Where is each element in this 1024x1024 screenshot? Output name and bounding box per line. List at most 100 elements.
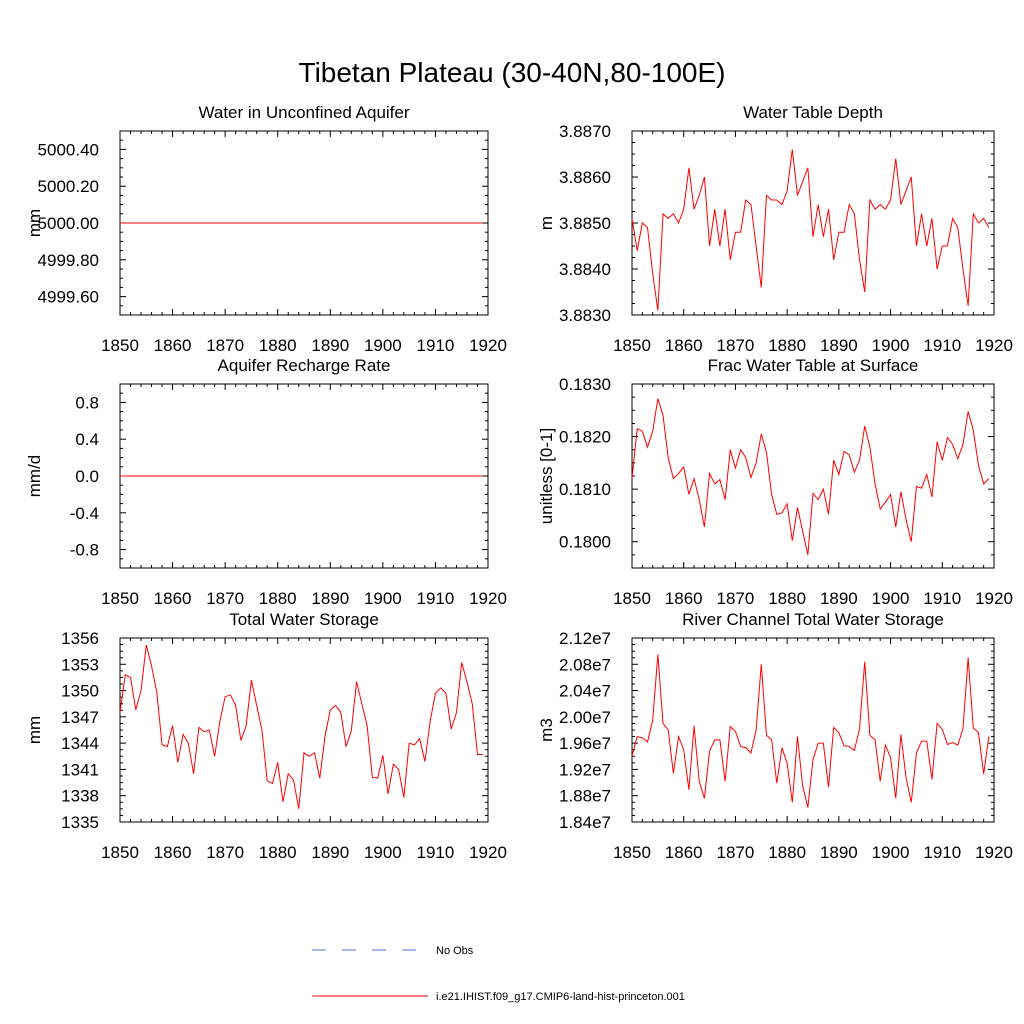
- x-tick-label-river-channel-storage: 1880: [768, 843, 806, 862]
- x-tick-label-aquifer-water: 1880: [259, 336, 297, 355]
- x-tick-label-river-channel-storage: 1900: [872, 843, 910, 862]
- series-line-total-water-storage: [119, 644, 483, 809]
- plot-frame-frac-water-table: [631, 383, 995, 569]
- y-tick-label-frac-water-table: 0.1800: [559, 533, 611, 552]
- y-tick-label-river-channel-storage: 2.12e7: [559, 629, 611, 648]
- panel-title-aquifer-water: Water in Unconfined Aquifer: [198, 103, 409, 122]
- y-axis-label-river-channel-storage: m3: [537, 718, 556, 742]
- y-axis-label-recharge-rate: mm/d: [25, 455, 44, 498]
- y-tick-label-recharge-rate: 0.4: [75, 430, 99, 449]
- x-tick-label-river-channel-storage: 1850: [613, 843, 651, 862]
- y-tick-label-frac-water-table: 0.1820: [559, 428, 611, 447]
- series-line-frac-water-table: [631, 398, 990, 555]
- y-tick-label-river-channel-storage: 2.00e7: [559, 708, 611, 727]
- legend: No Obs i.e21.IHIST.f09_g17.CMIP6-land-hi…: [312, 945, 685, 1003]
- panel-title-recharge-rate: Aquifer Recharge Rate: [218, 356, 391, 375]
- x-tick-label-recharge-rate: 1880: [259, 589, 297, 608]
- x-tick-label-water-table-depth: 1900: [872, 336, 910, 355]
- x-tick-label-water-table-depth: 1920: [975, 336, 1013, 355]
- x-tick-label-frac-water-table: 1880: [768, 589, 806, 608]
- x-tick-label-aquifer-water: 1900: [364, 336, 402, 355]
- y-tick-label-water-table-depth: 3.8870: [559, 122, 611, 141]
- x-tick-label-aquifer-water: 1850: [101, 336, 139, 355]
- x-tick-label-recharge-rate: 1890: [311, 589, 349, 608]
- x-tick-label-water-table-depth: 1880: [768, 336, 806, 355]
- x-tick-label-aquifer-water: 1890: [311, 336, 349, 355]
- panel-frac-water-table: Frac Water Table at Surface unitless [0-1…: [537, 356, 1013, 608]
- y-axis-label-frac-water-table: unitless [0-1]: [537, 428, 556, 524]
- x-tick-label-frac-water-table: 1870: [717, 589, 755, 608]
- y-tick-label-total-water-storage: 1350: [61, 682, 99, 701]
- series-line-water-table-depth: [631, 149, 990, 311]
- x-tick-label-total-water-storage: 1920: [469, 843, 507, 862]
- y-tick-label-recharge-rate: -0.8: [70, 541, 99, 560]
- x-tick-label-river-channel-storage: 1870: [717, 843, 755, 862]
- x-tick-label-total-water-storage: 1890: [311, 843, 349, 862]
- plot-frame-water-table-depth: [631, 130, 995, 316]
- x-tick-label-total-water-storage: 1880: [259, 843, 297, 862]
- panel-title-frac-water-table: Frac Water Table at Surface: [708, 356, 919, 375]
- x-tick-label-river-channel-storage: 1860: [665, 843, 703, 862]
- x-tick-label-total-water-storage: 1860: [154, 843, 192, 862]
- x-tick-label-water-table-depth: 1850: [613, 336, 651, 355]
- y-tick-label-water-table-depth: 3.8840: [559, 260, 611, 279]
- y-axis-label-water-table-depth: m: [537, 216, 556, 230]
- y-tick-label-recharge-rate: -0.4: [70, 504, 99, 523]
- x-tick-label-frac-water-table: 1860: [665, 589, 703, 608]
- x-tick-label-recharge-rate: 1850: [101, 589, 139, 608]
- y-axis-label-total-water-storage: mm: [25, 716, 44, 744]
- panel-title-water-table-depth: Water Table Depth: [743, 103, 883, 122]
- x-tick-label-total-water-storage: 1900: [364, 843, 402, 862]
- y-tick-label-total-water-storage: 1353: [61, 655, 99, 674]
- x-tick-label-aquifer-water: 1920: [469, 336, 507, 355]
- x-tick-label-total-water-storage: 1870: [206, 843, 244, 862]
- y-tick-label-total-water-storage: 1335: [61, 813, 99, 832]
- x-tick-label-recharge-rate: 1920: [469, 589, 507, 608]
- panel-aquifer-water: Water in Unconfined Aquifer mm 1850 1860 187…: [25, 103, 507, 355]
- y-tick-label-total-water-storage: 1341: [61, 760, 99, 779]
- y-tick-label-water-table-depth: 3.8830: [559, 306, 611, 325]
- x-tick-label-frac-water-table: 1910: [923, 589, 961, 608]
- y-tick-label-total-water-storage: 1356: [61, 629, 99, 648]
- x-tick-label-total-water-storage: 1850: [101, 843, 139, 862]
- y-tick-label-river-channel-storage: 1.96e7: [559, 734, 611, 753]
- y-tick-label-total-water-storage: 1338: [61, 787, 99, 806]
- x-tick-label-water-table-depth: 1870: [717, 336, 755, 355]
- panel-recharge-rate: Aquifer Recharge Rate mm/d 1850 1860 1870 188…: [25, 356, 507, 608]
- y-tick-label-aquifer-water: 4999.60: [38, 288, 99, 307]
- legend-label-model-run: i.e21.IHIST.f09_g17.CMIP6-land-hist-prin…: [436, 991, 685, 1003]
- y-tick-label-water-table-depth: 3.8860: [559, 168, 611, 187]
- x-tick-label-river-channel-storage: 1920: [975, 843, 1013, 862]
- y-tick-label-total-water-storage: 1347: [61, 708, 99, 727]
- y-tick-label-river-channel-storage: 1.92e7: [559, 760, 611, 779]
- x-tick-label-aquifer-water: 1860: [154, 336, 192, 355]
- y-tick-label-aquifer-water: 5000.40: [38, 140, 99, 159]
- x-tick-label-frac-water-table: 1900: [872, 589, 910, 608]
- y-tick-label-aquifer-water: 4999.80: [38, 251, 99, 270]
- panel-title-river-channel-storage: River Channel Total Water Storage: [682, 610, 944, 629]
- x-tick-label-recharge-rate: 1910: [417, 589, 455, 608]
- y-tick-label-river-channel-storage: 1.88e7: [559, 787, 611, 806]
- x-tick-label-total-water-storage: 1910: [417, 843, 455, 862]
- y-tick-label-aquifer-water: 5000.20: [38, 177, 99, 196]
- x-tick-label-frac-water-table: 1920: [975, 589, 1013, 608]
- y-tick-label-frac-water-table: 0.1810: [559, 480, 611, 499]
- y-tick-label-recharge-rate: 0.8: [75, 393, 99, 412]
- x-tick-label-frac-water-table: 1850: [613, 589, 651, 608]
- x-tick-label-recharge-rate: 1900: [364, 589, 402, 608]
- y-tick-label-aquifer-water: 5000.00: [38, 214, 99, 233]
- y-tick-label-total-water-storage: 1344: [61, 734, 99, 753]
- x-tick-label-river-channel-storage: 1890: [820, 843, 858, 862]
- series-line-river-channel-storage: [631, 654, 990, 808]
- y-tick-label-river-channel-storage: 1.84e7: [559, 813, 611, 832]
- x-tick-label-water-table-depth: 1910: [923, 336, 961, 355]
- x-tick-label-water-table-depth: 1860: [665, 336, 703, 355]
- y-tick-label-frac-water-table: 0.1830: [559, 375, 611, 394]
- panel-water-table-depth: Water Table Depth m 1850 1860 1870 1880 1890 19…: [537, 103, 1013, 355]
- y-tick-label-river-channel-storage: 2.04e7: [559, 682, 611, 701]
- x-tick-label-recharge-rate: 1870: [206, 589, 244, 608]
- y-tick-label-water-table-depth: 3.8850: [559, 214, 611, 233]
- x-tick-label-aquifer-water: 1870: [206, 336, 244, 355]
- x-tick-label-aquifer-water: 1910: [417, 336, 455, 355]
